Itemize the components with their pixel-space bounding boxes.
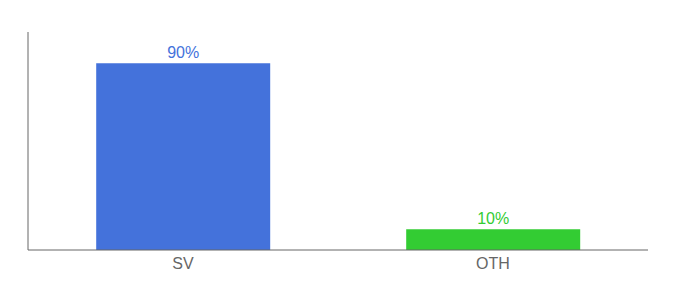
svg-text:SV: SV: [172, 255, 194, 272]
svg-text:10%: 10%: [477, 210, 509, 227]
svg-text:OTH: OTH: [476, 255, 510, 272]
svg-text:90%: 90%: [167, 44, 199, 61]
